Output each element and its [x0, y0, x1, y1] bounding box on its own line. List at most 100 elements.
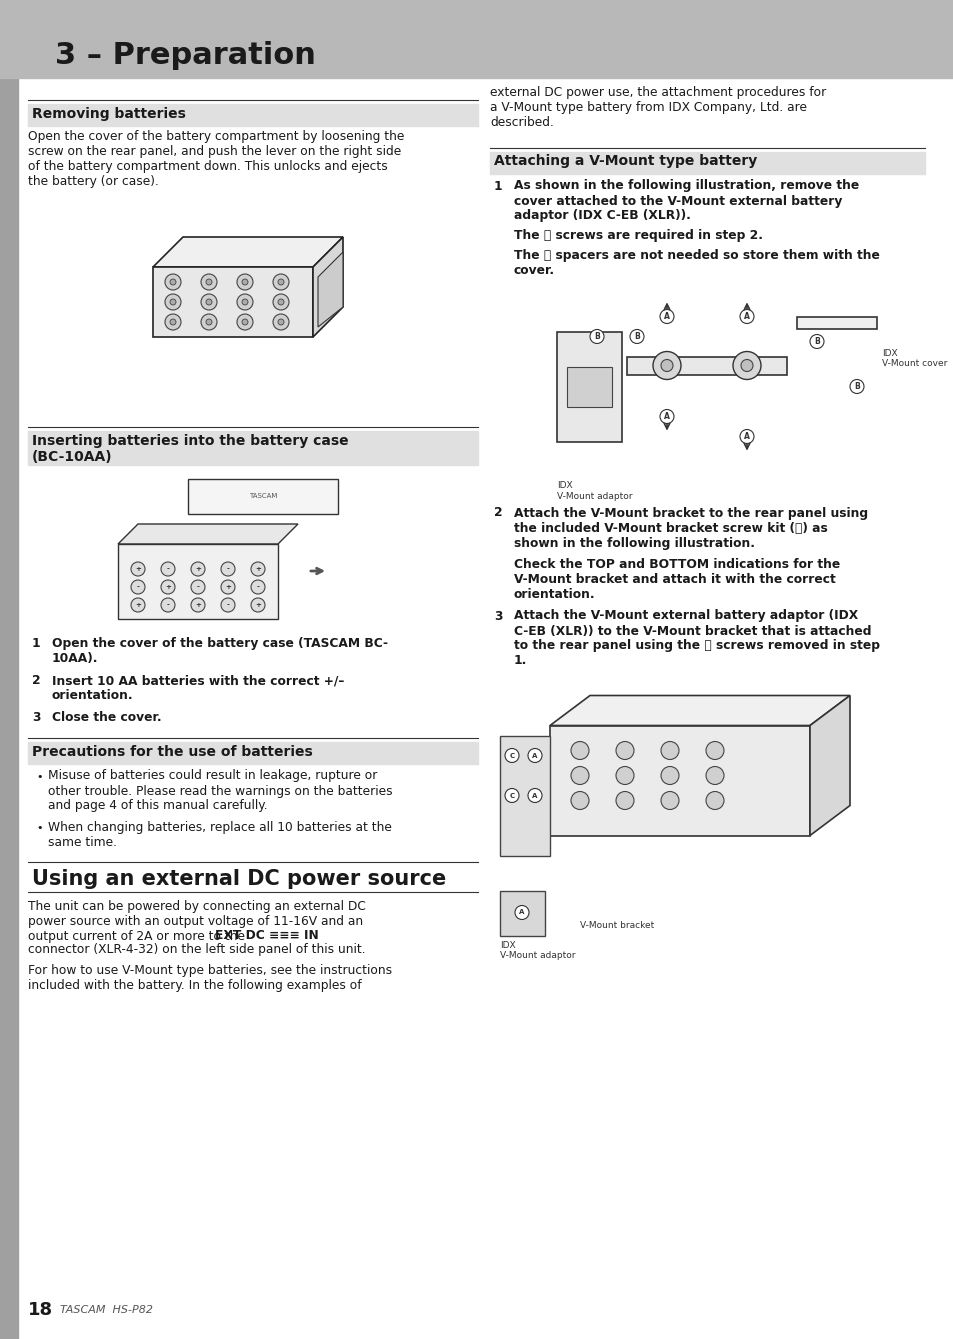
Circle shape	[571, 742, 588, 759]
Text: A: A	[663, 412, 669, 420]
Circle shape	[504, 789, 518, 802]
Text: +: +	[254, 566, 261, 572]
Text: C: C	[509, 793, 514, 798]
Bar	[28, 431, 477, 465]
Text: A: A	[663, 312, 669, 321]
Text: +: +	[165, 584, 171, 590]
Circle shape	[251, 580, 265, 595]
Text: IDX
V-Mount adaptor: IDX V-Mount adaptor	[499, 940, 575, 960]
Circle shape	[206, 319, 212, 325]
Bar	[490, 151, 924, 174]
Text: For how to use V-Mount type batteries, see the instructions
included with the ba: For how to use V-Mount type batteries, s…	[28, 964, 392, 992]
Circle shape	[170, 319, 175, 325]
Circle shape	[191, 599, 205, 612]
Text: +: +	[254, 603, 261, 608]
Circle shape	[849, 379, 863, 394]
Circle shape	[273, 274, 289, 291]
Circle shape	[273, 315, 289, 329]
Circle shape	[161, 562, 174, 576]
Text: +: +	[135, 566, 141, 572]
Circle shape	[659, 309, 673, 324]
Bar	[499, 735, 550, 856]
Polygon shape	[118, 524, 297, 544]
Text: Open the cover of the battery compartment by loosening the
screw on the rear pan: Open the cover of the battery compartmen…	[28, 130, 404, 187]
Text: A: A	[743, 312, 749, 321]
Bar	[626, 356, 786, 375]
Text: Attaching a V-Mount type battery: Attaching a V-Mount type battery	[494, 154, 757, 169]
Text: A: A	[518, 909, 524, 916]
Text: A: A	[532, 753, 537, 758]
Text: The Ⓑ spacers are not needed so store them with the
cover.: The Ⓑ spacers are not needed so store th…	[514, 249, 879, 277]
Circle shape	[660, 791, 679, 810]
Text: IDX
V-Mount cover: IDX V-Mount cover	[882, 348, 946, 368]
Circle shape	[170, 279, 175, 285]
Text: B: B	[853, 382, 859, 391]
Circle shape	[131, 599, 145, 612]
Circle shape	[131, 562, 145, 576]
Circle shape	[660, 742, 679, 759]
Polygon shape	[188, 479, 337, 514]
Circle shape	[242, 319, 248, 325]
Text: 2: 2	[32, 674, 41, 687]
Circle shape	[659, 410, 673, 423]
Circle shape	[660, 359, 672, 371]
Text: 3: 3	[494, 609, 502, 623]
Text: -: -	[226, 603, 230, 608]
Text: A: A	[743, 432, 749, 441]
Bar	[28, 742, 477, 763]
Text: When changing batteries, replace all 10 batteries at the
same time.: When changing batteries, replace all 10 …	[48, 821, 392, 849]
Text: The unit can be powered by connecting an external DC
power source with an output: The unit can be powered by connecting an…	[28, 900, 366, 943]
Text: Check the TOP and BOTTOM indications for the
V-Mount bracket and attach it with : Check the TOP and BOTTOM indications for…	[514, 558, 840, 601]
Text: B: B	[634, 332, 639, 341]
Text: external DC power use, the attachment procedures for
a V-Mount type battery from: external DC power use, the attachment pr…	[490, 86, 825, 129]
Circle shape	[206, 299, 212, 305]
Text: B: B	[594, 332, 599, 341]
Circle shape	[616, 742, 634, 759]
Circle shape	[705, 766, 723, 785]
Text: •: •	[36, 771, 43, 782]
Polygon shape	[118, 544, 277, 619]
Circle shape	[201, 315, 216, 329]
Text: -: -	[167, 566, 170, 572]
Bar	[0, 0, 953, 78]
Circle shape	[191, 580, 205, 595]
Circle shape	[705, 742, 723, 759]
Text: 2: 2	[494, 506, 502, 520]
Circle shape	[131, 580, 145, 595]
Circle shape	[161, 599, 174, 612]
Circle shape	[740, 309, 753, 324]
Circle shape	[165, 274, 181, 291]
Text: Close the cover.: Close the cover.	[52, 711, 161, 724]
Text: Insert 10 AA batteries with the correct +/–
orientation.: Insert 10 AA batteries with the correct …	[52, 674, 344, 702]
Text: -: -	[226, 566, 230, 572]
Circle shape	[165, 295, 181, 311]
Text: C: C	[509, 753, 514, 758]
Bar	[28, 104, 477, 126]
Polygon shape	[317, 252, 343, 327]
Circle shape	[221, 580, 234, 595]
Text: 1: 1	[32, 637, 41, 649]
Text: 3 – Preparation: 3 – Preparation	[55, 40, 315, 70]
Bar	[108, 474, 397, 629]
Circle shape	[236, 274, 253, 291]
Circle shape	[732, 352, 760, 379]
Text: A: A	[532, 793, 537, 798]
Text: -: -	[136, 584, 139, 590]
Text: -: -	[196, 584, 199, 590]
Circle shape	[660, 766, 679, 785]
Circle shape	[571, 766, 588, 785]
Circle shape	[191, 562, 205, 576]
Text: 3: 3	[32, 711, 40, 724]
Text: Misuse of batteries could result in leakage, rupture or
other trouble. Please re: Misuse of batteries could result in leak…	[48, 770, 393, 813]
Circle shape	[616, 766, 634, 785]
Circle shape	[571, 791, 588, 810]
Circle shape	[236, 295, 253, 311]
Circle shape	[277, 279, 284, 285]
Text: •: •	[36, 823, 43, 833]
Text: connector (XLR-4-32) on the left side panel of this unit.: connector (XLR-4-32) on the left side pa…	[28, 944, 365, 956]
Text: -: -	[167, 603, 170, 608]
Text: +: +	[135, 603, 141, 608]
Text: Precautions for the use of batteries: Precautions for the use of batteries	[32, 744, 313, 758]
Circle shape	[236, 315, 253, 329]
Text: Inserting batteries into the battery case
(BC-10AA): Inserting batteries into the battery cas…	[32, 434, 348, 465]
